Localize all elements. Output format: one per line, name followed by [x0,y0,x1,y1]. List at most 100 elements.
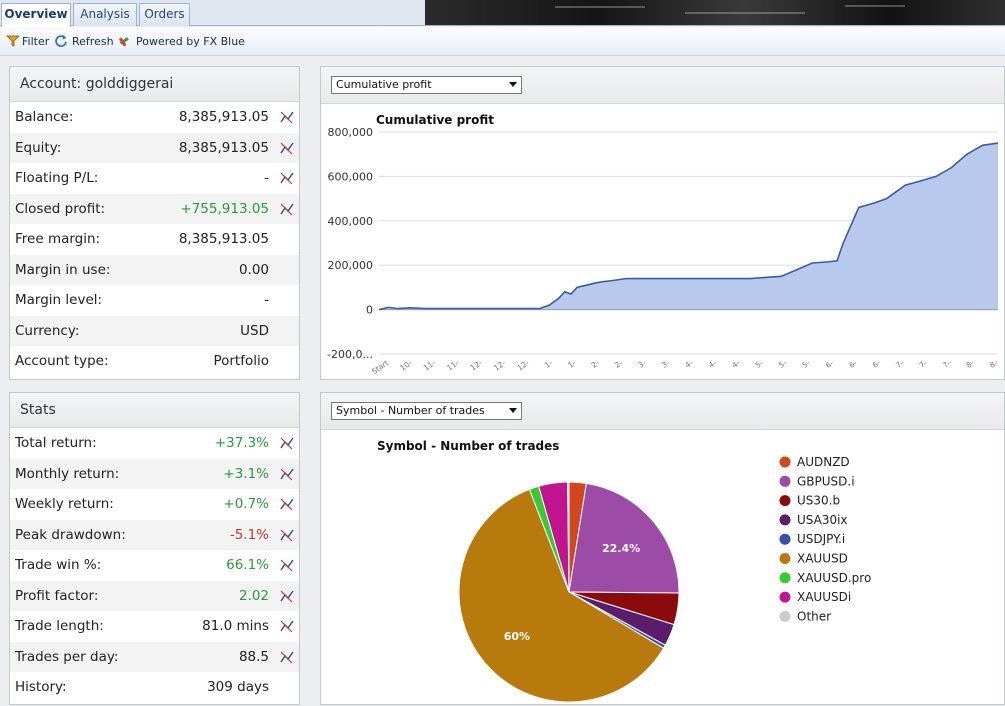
stats-row-label: Weekly return: [15,496,114,512]
powered-by-label: Powered by FX Blue [136,35,245,48]
tab-analysis[interactable]: Analysis [73,3,137,26]
account-row-label: Closed profit: [15,200,106,217]
x-tick-label: 11- [445,358,460,373]
account-row-label: Margin level: [15,292,103,308]
x-tick-label: 11- [422,358,437,373]
stats-row-value: 81.0 mins [202,618,269,634]
account-row-value: - [264,292,269,308]
legend-swatch [779,475,791,487]
stats-row-label: Monthly return: [15,465,120,482]
account-row: Margin in use: 0.00 [10,254,299,285]
account-row-label: Equity: [15,139,62,156]
account-row: Equity: 8,385,913.05 [10,132,299,163]
legend-label: XAUUSD [797,552,848,566]
refresh-icon [55,35,67,47]
chart-title: Symbol - Number of trades [377,439,559,453]
tab-orders[interactable]: Orders [139,3,190,26]
stats-row: Trades per day: 88.5 [10,641,299,672]
filter-button[interactable]: Filter [6,33,50,50]
mini-chart-icon[interactable] [280,467,294,481]
symbol-chart-select[interactable]: Symbol - Number of trades [331,402,522,420]
x-tick-label: 2- [613,358,625,370]
tab-overview[interactable]: Overview [1,3,71,27]
pie-slice [568,482,680,594]
mini-chart-icon[interactable] [280,619,294,633]
mini-chart-icon[interactable] [280,650,294,664]
x-tick-label: 12- [469,358,484,373]
stats-row: Weekly return: +0.7% [10,489,299,520]
powered-by-link[interactable]: Powered by FX Blue [118,33,245,50]
refresh-label: Refresh [72,35,114,48]
x-tick-label: 4- [683,358,695,370]
pie-slice [567,481,570,593]
stats-row: Trade win %: 66.1% [10,550,299,581]
account-row-value: 0.00 [238,261,269,278]
mini-chart-icon[interactable] [280,436,294,450]
account-title: Account: golddiggerai [10,67,299,102]
filter-icon [6,35,20,47]
stats-row: Total return: +37.3% [10,428,299,459]
fxblue-logo-icon [118,37,129,47]
mini-chart-icon[interactable] [280,589,294,603]
account-row-label: Margin in use: [15,261,111,278]
x-tick-label: 3- [637,358,649,370]
chart-title: Cumulative profit [376,113,494,127]
x-tick-label: 2- [590,358,602,370]
legend-swatch [779,533,791,545]
account-row-label: Free margin: [15,231,101,247]
stats-row-label: Peak drawdown: [15,526,126,543]
stats-row-label: Profit factor: [15,587,99,604]
account-row-label: Account type: [15,353,109,369]
stats-row-value: +3.1% [223,465,269,482]
account-row: Account type: Portfolio [10,346,299,377]
legend-label: XAUUSD.pro [797,571,871,585]
mini-chart-icon[interactable] [280,171,294,185]
stats-row-value: +0.7% [223,496,269,512]
stats-row-label: Trade win %: [15,557,102,573]
x-tick-label: 5- [754,358,766,370]
x-tick-label: Start [370,358,390,376]
legend-swatch [779,553,791,564]
mini-chart-icon[interactable] [280,141,294,155]
symbol-chart-header: Symbol - Number of trades [321,393,1004,430]
legend-swatch [779,514,791,526]
legend-label: US30.b [797,494,840,508]
legend-label: USDJPY.i [797,532,845,546]
x-tick-label: 6- [871,358,883,370]
profit-chart-select[interactable]: Cumulative profit [331,76,522,94]
x-tick-label: 4- [730,358,742,370]
pie-slice-label: 22.4% [602,542,640,555]
account-row-value: USD [240,322,269,339]
y-tick-label: 200,000 [328,259,374,272]
stats-row-value: 88.5 [238,648,269,665]
mini-chart-icon[interactable] [280,528,294,542]
refresh-button[interactable]: Refresh [54,33,114,50]
mini-chart-icon[interactable] [280,110,294,124]
account-row: Closed profit: +755,913.05 [10,193,299,224]
account-row-value: 8,385,913.05 [178,109,269,125]
pie-slice-label: 60% [504,630,530,643]
toolbar: Filter Refresh Powered by FX Blue [0,27,1005,56]
y-tick-label: 400,000 [328,215,374,228]
x-tick-label: 1- [543,358,555,370]
x-tick-label: 4- [707,358,719,370]
mini-chart-icon[interactable] [280,558,294,572]
x-tick-label: 8- [988,358,1000,370]
stats-row-value: -5.1% [229,526,269,543]
account-row-value: - [264,170,269,186]
profit-chart-panel: Cumulative profit Cumulative profit 800,0… [320,66,1005,380]
stats-row: Profit factor: 2.02 [10,580,299,611]
stats-row-label: Total return: [15,435,97,451]
mini-chart-icon[interactable] [280,497,294,511]
account-row-label: Balance: [15,109,74,125]
stats-title: Stats [10,393,299,428]
account-row-value: Portfolio [213,353,269,369]
x-tick-label: 7- [894,358,906,370]
account-row-label: Currency: [15,322,80,339]
y-tick-label: 600,000 [328,170,374,183]
account-row-value: +755,913.05 [180,200,269,217]
legend-label: AUDNZD [797,455,850,469]
mini-chart-icon[interactable] [280,202,294,216]
